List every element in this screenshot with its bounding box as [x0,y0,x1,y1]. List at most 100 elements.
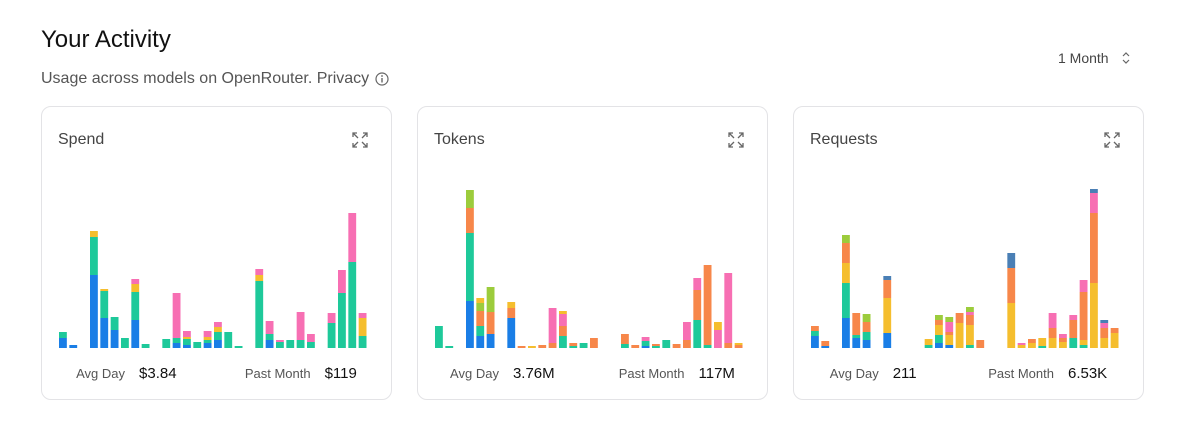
bar-segment [935,335,943,343]
bar-segment [924,345,933,348]
info-icon[interactable] [375,72,389,86]
bar-segment [641,341,650,346]
bar-segment [569,346,578,348]
bar-segment [466,301,474,348]
bar-segment [569,343,578,346]
bar-segment [110,330,119,348]
expand-button[interactable] [1103,131,1121,149]
bar-segment [734,343,743,345]
bar-segment [307,334,315,342]
bar-segment [327,313,336,323]
stat-label: Past Month [988,366,1054,381]
bar-segment [842,235,850,243]
bar-segment [862,332,871,340]
expand-button[interactable] [351,131,369,149]
bar-segment [1028,343,1036,348]
bar-segment [90,237,98,275]
bar-segment [672,344,681,348]
bar-segment [559,314,567,326]
bar-segment [476,298,485,303]
bar-segment [724,343,733,348]
stat-value: 117M [698,365,735,382]
stat-value: $3.84 [139,365,177,382]
bar-segment [466,208,474,233]
period-label: 1 Month [1058,50,1109,66]
stat-label: Avg Day [829,366,879,381]
bar-segment [538,345,547,348]
bar-segment [652,344,660,346]
bar-segment [348,213,357,262]
bar-segment [924,339,933,345]
bar-segment [1100,328,1109,338]
bar-segment [945,322,954,332]
bar-segment [476,303,485,311]
bar-segment [307,342,315,348]
bar-segment [693,290,702,320]
bar-segment [141,344,150,348]
bar-segment [476,326,485,336]
bar-segment [234,346,243,348]
bar-segment [486,334,495,348]
bar-segment [703,345,712,348]
bar-segment [338,293,346,348]
bar-segment [1059,338,1067,342]
bar-segment [276,342,284,348]
bar-segment [131,292,140,320]
bar-segment [214,340,222,348]
bar-segment [852,335,861,338]
bar-segment [162,339,171,348]
bar-segment [110,317,119,330]
card-title: Tokens [434,131,485,148]
bar-segment [1110,328,1119,333]
bar-segment [883,333,892,348]
bar-segment [1017,343,1026,345]
bar-segment [1100,320,1109,323]
period-select[interactable]: 1 Month [1058,50,1131,66]
bar-segment [90,275,98,348]
bar-segment [172,343,181,348]
bar-segment [486,287,495,312]
bar-segment [265,340,274,348]
bar-segment [507,308,516,318]
bar-segment [1059,334,1067,338]
chart [811,189,1119,348]
bar-segment [224,332,233,348]
card: Spend Avg Day $3.84 Past Month $119 [41,106,392,400]
bar-segment [862,314,871,322]
bar-segment [214,322,222,327]
bar-segment [811,336,819,348]
bar-segment [121,338,129,348]
bar-segment [714,322,722,330]
bar-segment [641,337,650,341]
bar-segment [548,308,557,343]
bar-segment [1100,338,1109,348]
bar-segment [703,265,712,345]
bar-segment [935,343,943,348]
bar-segment [1079,280,1088,292]
bar-segment [528,346,536,348]
bar-segment [883,276,892,280]
bar-segment [183,337,191,339]
bar-segment [1100,323,1109,328]
card-title: Spend [58,131,105,148]
bar-segment [734,345,743,348]
bar-segment [945,332,954,335]
bar-segment [842,318,850,348]
stat-label: Avg Day [76,366,126,381]
stats: Avg Day $3.84 Past Month $119 [42,365,391,382]
bar-segment [1007,303,1016,348]
stats: Avg Day 211 Past Month 6.53K [794,365,1143,382]
bar-segment [203,331,212,337]
bar-segment [652,346,660,348]
bar-segment [466,190,474,208]
bar-segment [935,315,943,320]
bar-segment [183,345,191,348]
bar-segment [559,336,567,348]
bar-segment [100,318,109,348]
bar-segment [296,312,305,340]
bar-segment [1059,342,1067,348]
bar-segment [265,321,274,334]
chart [59,213,367,348]
card: Requests Avg Day 211 Past Month 6.53K [793,106,1144,400]
expand-button[interactable] [727,131,745,149]
